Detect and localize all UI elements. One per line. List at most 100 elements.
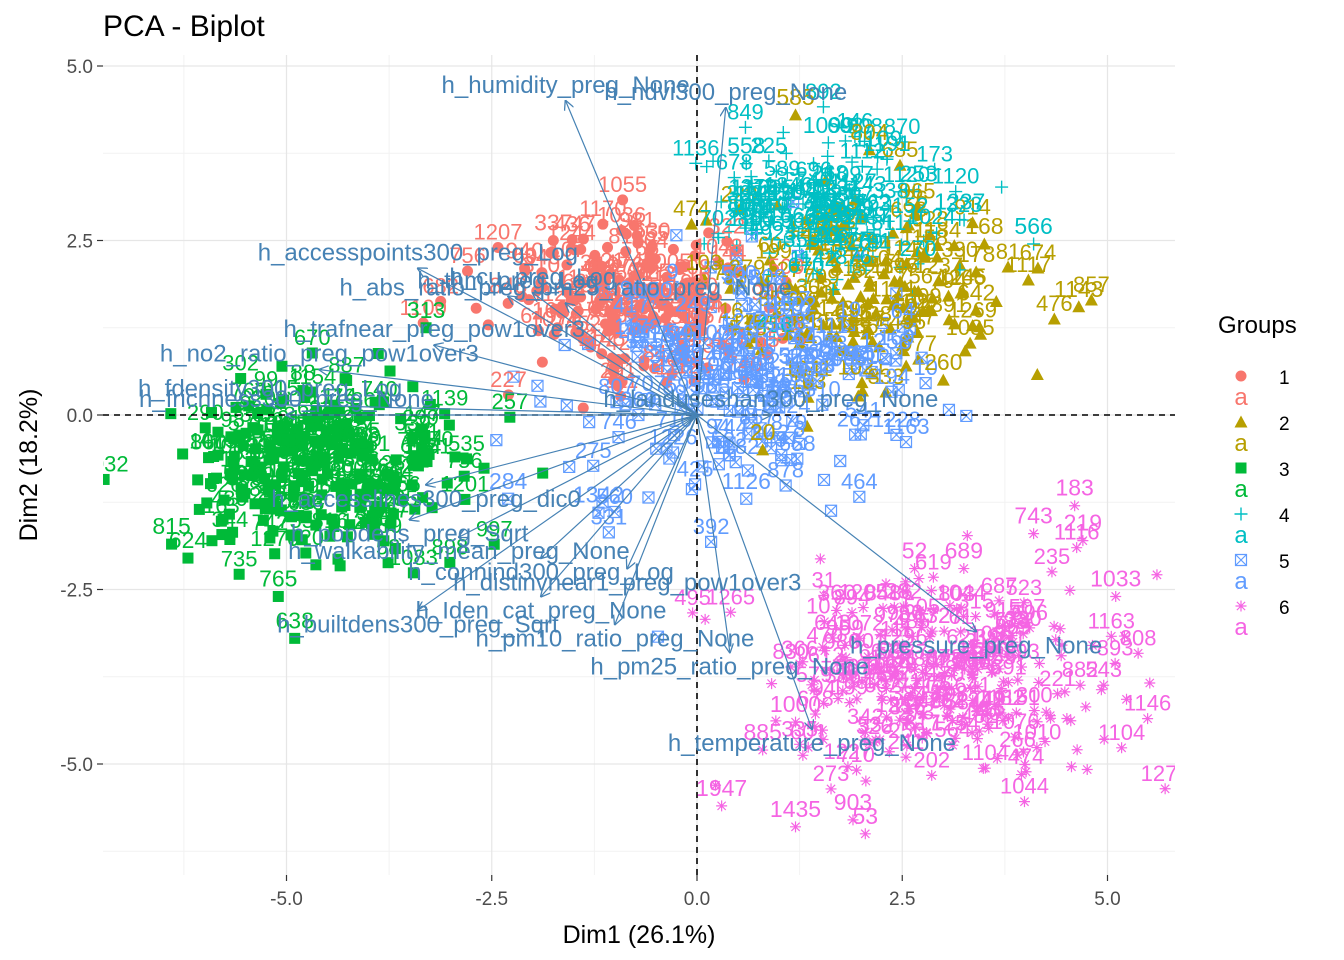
- point-group-4: [761, 268, 775, 282]
- point-group-3: [326, 439, 338, 451]
- point-group-2: [826, 317, 840, 330]
- point-group-2: [769, 307, 783, 320]
- point-label: 268: [811, 161, 848, 186]
- point-group-6: [819, 645, 831, 657]
- point-group-6: [1054, 623, 1066, 635]
- point-group-4: [776, 125, 790, 139]
- point-group-6: [933, 671, 945, 683]
- point-group-3: [319, 457, 331, 469]
- point-group-6: [991, 752, 1003, 764]
- y-tick-label: 0.0: [67, 406, 93, 427]
- point-group-4: [924, 225, 938, 239]
- point-group-5: [749, 298, 762, 311]
- point-group-3: [416, 441, 428, 453]
- point-group-3: [177, 448, 189, 460]
- point-group-6: [844, 697, 856, 709]
- point-group-3: [312, 420, 324, 432]
- point-group-2: [880, 292, 894, 305]
- point-group-2: [825, 251, 839, 264]
- x-tick-label: 0.0: [684, 889, 710, 910]
- variable-label: h_pressure_preg_None: [850, 632, 1102, 659]
- point-group-2: [683, 324, 697, 337]
- point-group-2: [722, 271, 736, 284]
- point-group-4: [917, 234, 931, 248]
- point-group-5: [756, 358, 770, 371]
- point-group-5: [792, 437, 806, 450]
- point-group-6: [958, 563, 970, 575]
- legend-key-text: a: [1234, 522, 1248, 549]
- point-group-3: [311, 405, 323, 417]
- point-group-6: [920, 668, 932, 680]
- point-group-3: [461, 453, 473, 465]
- point-group-3: [335, 447, 347, 459]
- point-group-3: [334, 560, 346, 572]
- point-group-2: [801, 308, 815, 321]
- point-group-2: [861, 253, 875, 266]
- point-group-5: [607, 287, 620, 301]
- point-group-2: [863, 274, 877, 287]
- point-group-3: [284, 438, 296, 450]
- point-group-3: [419, 431, 431, 443]
- point-group-6: [901, 716, 913, 728]
- point-label: 474: [1008, 744, 1045, 769]
- point-group-2: [800, 419, 814, 432]
- point-group-5: [782, 431, 796, 445]
- point-group-3: [362, 442, 374, 454]
- point-group-3: [227, 456, 239, 468]
- point-group-3: [296, 534, 308, 546]
- point-group-4: [882, 231, 896, 245]
- point-group-4: [866, 210, 880, 224]
- point-group-5: [744, 408, 758, 421]
- point-group-4: [749, 223, 763, 237]
- point-group-4: [821, 162, 835, 176]
- point-group-3: [416, 423, 428, 435]
- point-group-3: [203, 452, 215, 464]
- point-group-1: [576, 277, 588, 289]
- point-group-3: [370, 507, 382, 519]
- point-label: 558: [727, 133, 765, 159]
- point-group-3: [441, 477, 453, 489]
- point-group-2: [866, 335, 880, 348]
- point-group-5: [825, 334, 838, 347]
- point-label: 253: [899, 161, 937, 187]
- point-group-4: [786, 221, 800, 235]
- point-group-5: [758, 389, 771, 402]
- point-group-4: [873, 229, 887, 243]
- point-group-3: [299, 392, 311, 404]
- point-label: 273: [813, 761, 850, 786]
- point-group-5: [780, 396, 793, 409]
- point-label: 221: [1039, 666, 1076, 691]
- point-group-2: [879, 254, 893, 267]
- point-group-4: [816, 100, 830, 114]
- point-group-2: [887, 274, 901, 287]
- point-group-3: [193, 503, 205, 515]
- point-group-3: [357, 448, 369, 460]
- point-group-2: [911, 284, 925, 297]
- point-group-5: [813, 361, 826, 374]
- variable-label: h_abs_ratio_preg_pm25_ratio_preg_None: [339, 274, 791, 301]
- point-group-3: [349, 444, 361, 456]
- point-label: 791: [855, 229, 892, 254]
- point-group-5: [786, 414, 799, 427]
- point-group-3: [263, 440, 275, 452]
- point-group-4: [859, 212, 873, 226]
- legend-label: 2: [1279, 414, 1290, 435]
- point-group-3: [409, 503, 421, 515]
- point-group-2: [1031, 261, 1045, 274]
- point-group-4: [847, 174, 861, 188]
- point-group-5: [788, 331, 801, 345]
- point-group-3: [211, 472, 223, 484]
- point-group-3: [328, 520, 340, 532]
- point-group-5: [531, 379, 544, 392]
- point-group-4: [893, 260, 907, 274]
- point-group-4: [762, 154, 776, 168]
- point-group-2: [954, 286, 968, 299]
- legend-title: Groups: [1218, 312, 1297, 339]
- point-group-5: [711, 341, 724, 355]
- point-group-3: [339, 373, 351, 385]
- point-group-6: [790, 821, 802, 833]
- point-group-2: [958, 344, 972, 357]
- legend-key-text: a: [1234, 430, 1248, 457]
- legend-key-6: [1235, 600, 1247, 612]
- point-group-3: [389, 542, 401, 554]
